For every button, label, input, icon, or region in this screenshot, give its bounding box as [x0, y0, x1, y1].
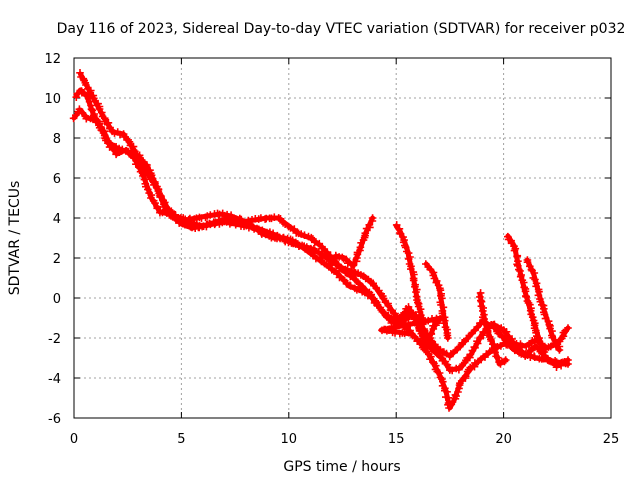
y-tick-label: 8 [53, 132, 61, 147]
x-tick-label: 0 [70, 432, 78, 447]
x-tick-label: 15 [388, 432, 405, 447]
axis-ticks [74, 58, 611, 418]
sdtvar-chart: Day 116 of 2023, Sidereal Day-to-day VTE… [0, 0, 640, 480]
y-tick-label: -2 [48, 332, 61, 347]
x-tick-labels: 0 5 10 15 20 25 [70, 432, 619, 447]
y-tick-label: 0 [53, 292, 61, 307]
y-tick-label: 10 [44, 92, 61, 107]
data-series [71, 70, 571, 411]
series-track-3 [77, 70, 571, 370]
series-spike-a [327, 215, 375, 268]
x-tick-label: 20 [495, 432, 512, 447]
y-tick-label: 12 [44, 52, 61, 67]
x-tick-label: 10 [281, 432, 298, 447]
chart-title: Day 116 of 2023, Sidereal Day-to-day VTE… [57, 21, 626, 37]
y-axis-label: SDTVAR / TECUs [7, 181, 23, 296]
x-tick-label: 25 [603, 432, 620, 447]
x-axis-label: GPS time / hours [283, 459, 400, 475]
y-tick-label: 6 [53, 172, 61, 187]
plot-frame [74, 58, 611, 418]
y-tick-labels: -6 -4 -2 0 2 4 6 8 10 12 [44, 52, 61, 427]
y-tick-label: 4 [53, 212, 61, 227]
y-tick-label: -6 [48, 412, 61, 427]
y-tick-label: 2 [53, 252, 61, 267]
grid [74, 58, 611, 418]
y-tick-label: -4 [48, 372, 61, 387]
x-tick-label: 5 [177, 432, 185, 447]
